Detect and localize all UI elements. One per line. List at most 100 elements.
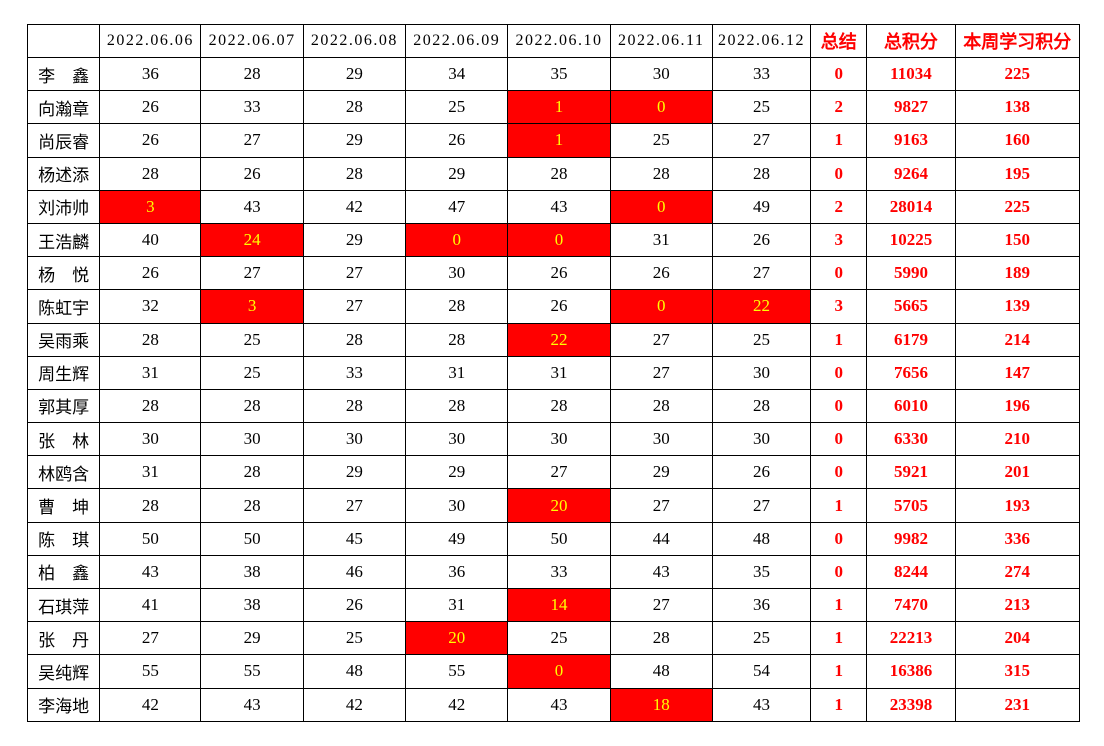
daily-score-cell: 28 bbox=[405, 322, 509, 357]
week-points-cell: 204 bbox=[954, 621, 1081, 656]
total-points-cell: 10225 bbox=[866, 222, 956, 258]
total-points-cell: 8244 bbox=[866, 554, 956, 590]
student-row: 周生辉 31 25 33 31 31 27 30 0 7656 147 bbox=[26, 355, 1081, 390]
weekly-score-table: 2022.06.06 2022.06.07 2022.06.08 2022.06.09… bbox=[26, 24, 1081, 722]
daily-score-cell: 48 bbox=[302, 654, 407, 689]
daily-score-cell-highlighted: 0 bbox=[609, 90, 713, 125]
daily-score-cell: 26 bbox=[507, 256, 611, 291]
daily-score-cell: 30 bbox=[405, 422, 509, 457]
daily-score-cell: 55 bbox=[99, 654, 202, 689]
student-name-cell: 杨述添 bbox=[26, 156, 101, 191]
student-row: 李海地 42 43 42 42 43 18 43 1 23398 231 bbox=[26, 687, 1081, 722]
daily-score-cell: 26 bbox=[711, 455, 812, 490]
daily-score-cell: 28 bbox=[99, 388, 202, 424]
daily-score-cell: 26 bbox=[609, 256, 713, 291]
header-date-5: 2022.06.11 bbox=[609, 24, 713, 58]
daily-score-cell: 29 bbox=[609, 455, 713, 490]
daily-score-cell: 55 bbox=[405, 654, 509, 689]
daily-score-cell: 36 bbox=[711, 587, 812, 623]
daily-score-cell-highlighted: 0 bbox=[405, 222, 509, 258]
daily-score-cell: 25 bbox=[711, 322, 812, 357]
daily-score-cell: 36 bbox=[99, 56, 202, 92]
daily-score-cell: 28 bbox=[302, 322, 407, 357]
daily-score-cell: 26 bbox=[507, 289, 611, 324]
student-row: 陈 琪 50 50 45 49 50 44 48 0 9982 336 bbox=[26, 521, 1081, 556]
daily-score-cell: 27 bbox=[200, 123, 304, 158]
daily-score-cell: 26 bbox=[302, 587, 407, 623]
daily-score-cell: 50 bbox=[507, 521, 611, 556]
daily-score-cell: 28 bbox=[507, 156, 611, 191]
total-points-cell: 23398 bbox=[866, 687, 956, 722]
student-row: 吴雨乘 28 25 28 28 22 27 25 1 6179 214 bbox=[26, 322, 1081, 357]
summary-count-cell: 1 bbox=[810, 654, 868, 689]
daily-score-cell: 30 bbox=[711, 422, 812, 457]
daily-score-cell: 26 bbox=[711, 222, 812, 258]
student-row: 林鸥含 31 28 29 29 27 29 26 0 5921 201 bbox=[26, 455, 1081, 490]
daily-score-cell: 27 bbox=[609, 587, 713, 623]
header-date-4: 2022.06.10 bbox=[507, 24, 611, 58]
summary-count-cell: 1 bbox=[810, 322, 868, 357]
summary-count-cell: 0 bbox=[810, 455, 868, 490]
student-row: 柏 鑫 43 38 46 36 33 43 35 0 8244 274 bbox=[26, 554, 1081, 590]
student-row: 李 鑫 36 28 29 34 35 30 33 0 11034 225 bbox=[26, 56, 1081, 92]
week-points-cell: 274 bbox=[954, 554, 1081, 590]
daily-score-cell-highlighted: 14 bbox=[507, 587, 611, 623]
daily-score-cell: 28 bbox=[609, 156, 713, 191]
daily-score-cell: 30 bbox=[302, 422, 407, 457]
summary-count-cell: 2 bbox=[810, 90, 868, 125]
total-points-cell: 11034 bbox=[866, 56, 956, 92]
daily-score-cell: 30 bbox=[609, 422, 713, 457]
daily-score-cell: 25 bbox=[200, 322, 304, 357]
daily-score-cell: 27 bbox=[711, 256, 812, 291]
student-name-cell: 陈 琪 bbox=[26, 521, 101, 556]
daily-score-cell: 55 bbox=[200, 654, 304, 689]
summary-count-cell: 0 bbox=[810, 554, 868, 590]
daily-score-cell: 38 bbox=[200, 554, 304, 590]
student-row: 张 林 30 30 30 30 30 30 30 0 6330 210 bbox=[26, 422, 1081, 457]
daily-score-cell: 28 bbox=[405, 388, 509, 424]
daily-score-cell: 30 bbox=[200, 422, 304, 457]
student-row: 吴纯辉 55 55 48 55 0 48 54 1 16386 315 bbox=[26, 654, 1081, 689]
total-points-cell: 9827 bbox=[866, 90, 956, 125]
week-points-cell: 160 bbox=[954, 123, 1081, 158]
daily-score-cell: 30 bbox=[405, 256, 509, 291]
daily-score-cell: 30 bbox=[711, 355, 812, 390]
daily-score-cell: 31 bbox=[507, 355, 611, 390]
daily-score-cell: 26 bbox=[99, 90, 202, 125]
daily-score-cell: 29 bbox=[405, 156, 509, 191]
total-points-cell: 7470 bbox=[866, 587, 956, 623]
student-name-cell: 李 鑫 bbox=[26, 56, 101, 92]
daily-score-cell: 30 bbox=[405, 488, 509, 523]
week-points-cell: 210 bbox=[954, 422, 1081, 457]
daily-score-cell-highlighted: 0 bbox=[609, 289, 713, 324]
student-name-cell: 周生辉 bbox=[26, 355, 101, 390]
daily-score-cell: 41 bbox=[99, 587, 202, 623]
student-name-cell: 李海地 bbox=[26, 687, 101, 722]
header-date-0: 2022.06.06 bbox=[99, 24, 202, 58]
daily-score-cell: 28 bbox=[609, 388, 713, 424]
daily-score-cell-highlighted: 3 bbox=[99, 189, 202, 224]
student-name-cell: 张 林 bbox=[26, 422, 101, 457]
week-points-cell: 147 bbox=[954, 355, 1081, 390]
daily-score-cell: 43 bbox=[99, 554, 202, 590]
daily-score-cell: 28 bbox=[200, 455, 304, 490]
daily-score-cell: 25 bbox=[711, 621, 812, 656]
student-row: 刘沛帅 3 43 42 47 43 0 49 2 28014 225 bbox=[26, 189, 1081, 224]
daily-score-cell: 31 bbox=[405, 587, 509, 623]
student-name-cell: 林鸥含 bbox=[26, 455, 101, 490]
daily-score-cell: 49 bbox=[711, 189, 812, 224]
daily-score-cell: 28 bbox=[711, 156, 812, 191]
student-name-cell: 曹 坤 bbox=[26, 488, 101, 523]
week-points-cell: 231 bbox=[954, 687, 1081, 722]
week-points-cell: 138 bbox=[954, 90, 1081, 125]
student-name-cell: 王浩麟 bbox=[26, 222, 101, 258]
daily-score-cell: 28 bbox=[99, 488, 202, 523]
daily-score-cell: 43 bbox=[200, 189, 304, 224]
daily-score-cell: 32 bbox=[99, 289, 202, 324]
total-points-cell: 28014 bbox=[866, 189, 956, 224]
total-points-cell: 16386 bbox=[866, 654, 956, 689]
daily-score-cell: 43 bbox=[200, 687, 304, 722]
daily-score-cell-highlighted: 3 bbox=[200, 289, 304, 324]
student-row: 郭其厚 28 28 28 28 28 28 28 0 6010 196 bbox=[26, 388, 1081, 424]
daily-score-cell: 28 bbox=[99, 322, 202, 357]
